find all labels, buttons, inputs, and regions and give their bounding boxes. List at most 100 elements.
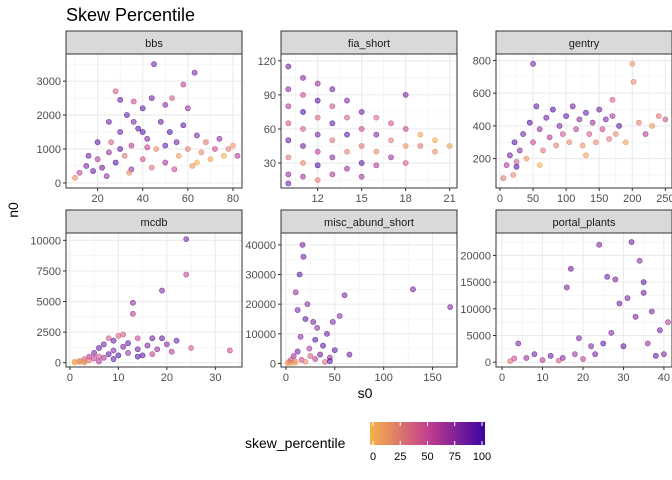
data-point	[341, 292, 348, 299]
data-point	[576, 116, 583, 123]
x-tick-label: 50	[329, 372, 341, 384]
x-tick-label: 100	[374, 372, 392, 384]
data-point	[329, 137, 336, 144]
data-point	[166, 129, 173, 135]
data-point	[126, 169, 133, 176]
data-point	[312, 356, 319, 362]
data-point	[358, 173, 365, 180]
y-tick-label: 90	[264, 90, 276, 102]
panel-background	[281, 54, 457, 188]
data-point	[292, 289, 299, 296]
y-tick-label: 40000	[245, 240, 276, 252]
data-point	[130, 299, 136, 306]
data-point	[314, 131, 321, 138]
data-point	[121, 152, 128, 159]
data-point	[612, 276, 619, 283]
data-point	[300, 91, 306, 98]
data-point	[149, 351, 156, 358]
x-tick-label: 0	[67, 372, 73, 384]
data-point	[571, 351, 578, 358]
data-point	[307, 353, 314, 359]
data-point	[314, 177, 321, 183]
data-point	[81, 359, 88, 366]
data-point	[184, 105, 191, 112]
y-tick-label: 0	[55, 358, 61, 370]
data-point	[559, 131, 566, 137]
data-point	[94, 156, 101, 163]
data-point	[302, 358, 309, 365]
data-point	[285, 180, 292, 187]
y-tick-label: 60	[264, 124, 276, 136]
data-point	[589, 119, 596, 126]
data-point	[175, 152, 182, 159]
data-point	[636, 119, 642, 126]
y-tick-label: 5000	[37, 297, 61, 309]
data-point	[358, 126, 365, 132]
data-point	[153, 146, 160, 152]
data-point	[105, 335, 112, 342]
data-point	[388, 120, 394, 127]
data-point	[105, 118, 112, 125]
data-point	[304, 301, 311, 308]
data-point	[324, 330, 330, 337]
panel-border	[495, 53, 672, 189]
data-point	[344, 148, 350, 155]
data-point	[94, 139, 101, 146]
data-point	[592, 351, 599, 358]
data-point	[515, 340, 522, 347]
x-tick-label: 100	[557, 193, 575, 205]
data-point	[579, 142, 586, 149]
data-point	[602, 116, 609, 123]
data-point	[314, 162, 321, 169]
data-point	[314, 97, 321, 104]
panel-border	[495, 232, 672, 368]
data-point	[402, 126, 409, 132]
data-point	[314, 114, 321, 121]
x-tick-label: 0	[499, 372, 505, 384]
data-point	[128, 142, 135, 149]
data-point	[198, 149, 205, 156]
data-point	[543, 114, 550, 121]
facet-label: bbs	[145, 38, 163, 50]
data-point	[86, 357, 93, 364]
data-point	[163, 341, 170, 348]
data-point	[606, 136, 613, 142]
y-tick-label: 120	[258, 56, 276, 68]
data-point	[184, 146, 191, 152]
data-point	[139, 352, 146, 359]
panel-border	[280, 53, 458, 189]
data-point	[125, 340, 131, 347]
data-point	[530, 139, 536, 146]
data-point	[640, 279, 647, 286]
data-point	[533, 103, 540, 110]
data-point	[662, 116, 669, 123]
panel-border	[280, 232, 458, 368]
y-tick-label: 0	[485, 357, 491, 369]
data-point	[300, 109, 306, 115]
y-tick-label: 2000	[37, 110, 61, 122]
data-point	[149, 335, 156, 342]
data-point	[329, 86, 336, 93]
data-point	[317, 351, 324, 358]
data-point	[556, 123, 563, 129]
data-point	[547, 352, 554, 359]
data-point	[162, 142, 169, 149]
data-point	[216, 135, 223, 142]
x-tick-label: 150	[423, 372, 441, 384]
data-point	[120, 331, 127, 338]
data-point	[117, 146, 124, 152]
data-point	[294, 307, 301, 313]
data-point	[540, 147, 546, 154]
data-point	[162, 159, 169, 166]
data-point	[358, 109, 365, 115]
data-point	[117, 129, 124, 135]
data-point	[632, 313, 639, 320]
data-point	[649, 123, 656, 129]
data-point	[285, 103, 292, 110]
data-point	[148, 95, 155, 102]
data-point	[105, 351, 112, 358]
x-tick-label: 10	[112, 372, 124, 384]
facet-label: gentry	[569, 38, 600, 50]
